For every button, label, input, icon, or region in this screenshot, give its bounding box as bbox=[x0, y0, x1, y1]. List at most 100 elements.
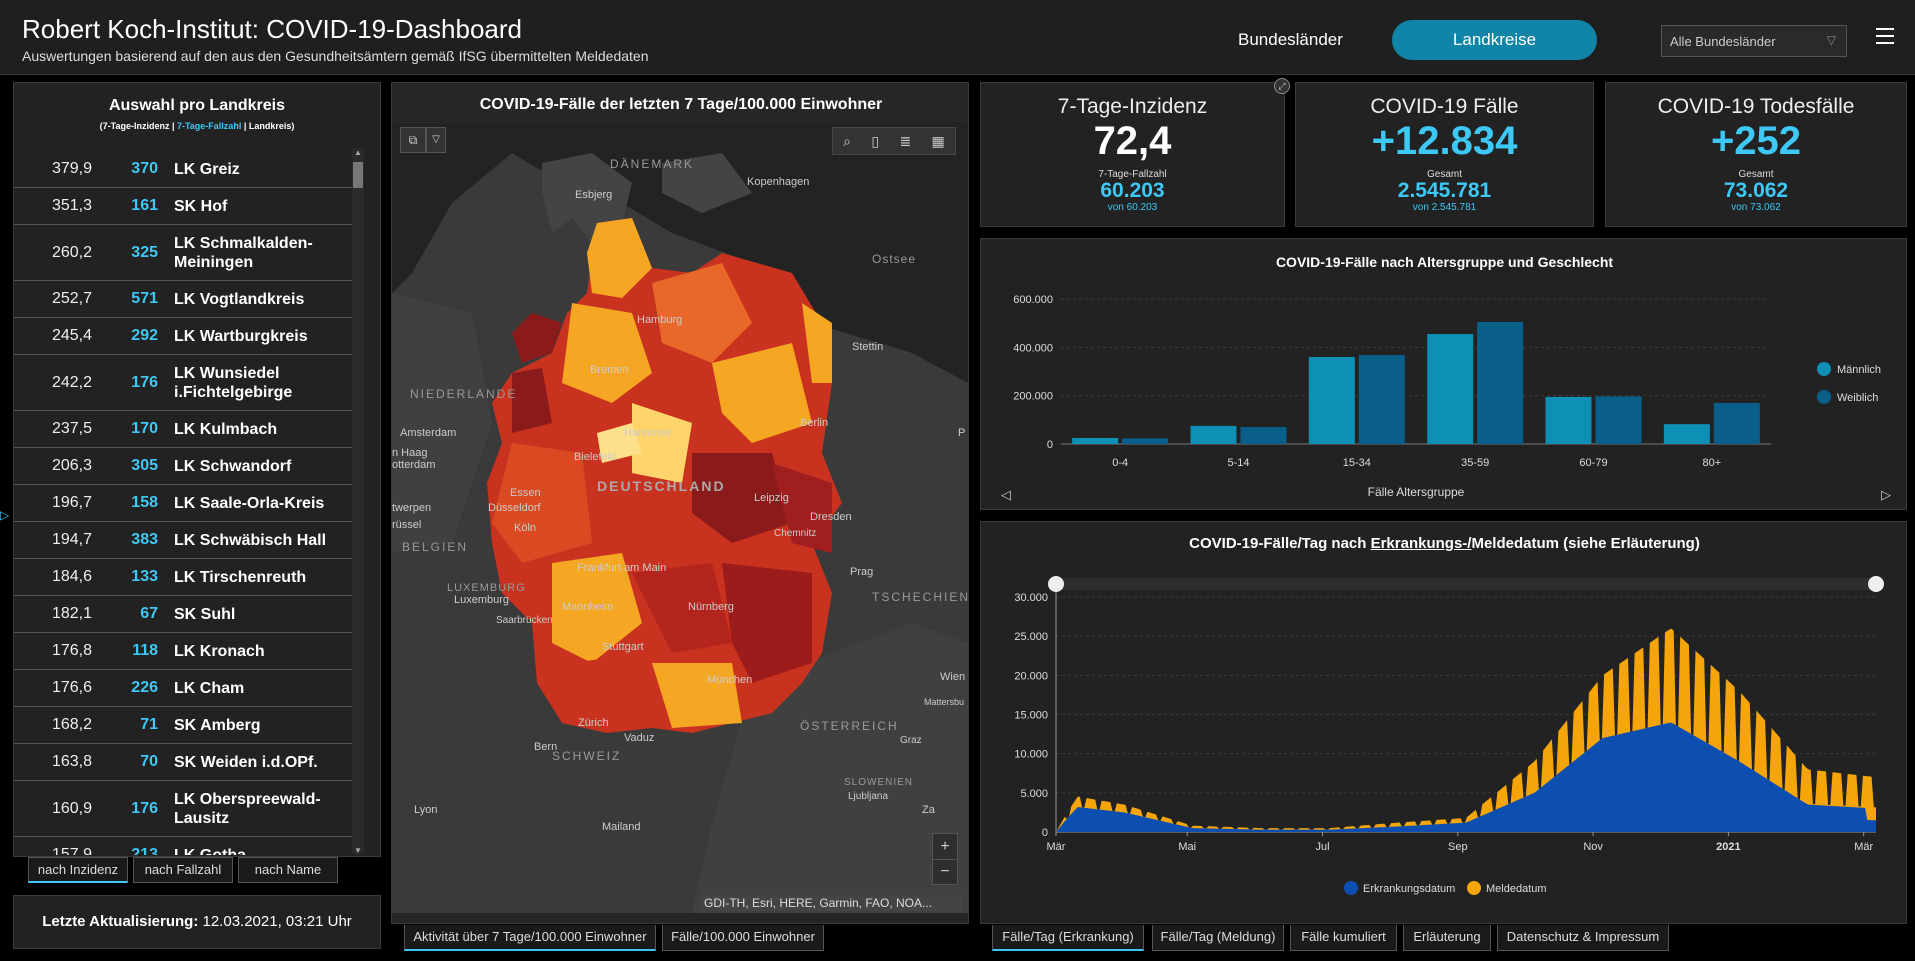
incidence-value: 237,5 bbox=[51, 420, 92, 437]
last-update-value: 12.03.2021, 03:21 Uhr bbox=[202, 913, 352, 930]
daily-cases-chart[interactable]: 0 5.000 10.000 15.000 20.000 25.000 30.000 Mär M… bbox=[981, 522, 1908, 925]
landkreis-name: LK Wartburgkreis bbox=[174, 327, 308, 345]
bar-weiblich bbox=[1122, 438, 1169, 444]
list-item[interactable]: 252,7 571 LK Vogtlandkreis bbox=[14, 281, 363, 318]
list-item[interactable]: 184,6 133 LK Tirschenreuth bbox=[14, 559, 363, 596]
list-item[interactable]: 194,7 383 LK Schwäbisch Hall bbox=[14, 522, 363, 559]
svg-text:Dresden: Dresden bbox=[810, 511, 852, 523]
case-count: 176 bbox=[131, 799, 158, 817]
erkrankungsdatum-area bbox=[1056, 722, 1876, 832]
map-tab-per-100k[interactable]: Fälle/100.000 Einwohner bbox=[662, 925, 824, 951]
list-item[interactable]: 242,2 176 LK Wunsiedel i.Fichtelgebirge bbox=[14, 355, 363, 411]
basemap-gallery-icon[interactable]: ▦ bbox=[931, 132, 945, 149]
legend-marker bbox=[1344, 881, 1358, 895]
landkreis-list[interactable]: 379,9 370 LK Greiz 351,3 161 SK Hof 260,2 325 LK… bbox=[14, 151, 364, 855]
list-item[interactable]: 176,6 226 LK Cham bbox=[14, 670, 363, 707]
left-edge-arrow-icon[interactable]: ▷ bbox=[0, 508, 10, 522]
bar-männlich bbox=[1427, 334, 1474, 444]
sort-by-inzidenz-tab[interactable]: nach Inzidenz bbox=[28, 857, 128, 883]
x-tick-label: 15-34 bbox=[1343, 457, 1371, 469]
svg-text:Luxemburg: Luxemburg bbox=[454, 594, 509, 606]
x-tick-label: Mär bbox=[1047, 841, 1066, 853]
map-attribution[interactable]: GDI-TH, Esri, HERE, Garmin, FAO, NOA... bbox=[700, 895, 962, 911]
case-count: 325 bbox=[131, 243, 158, 261]
bookmark-icon[interactable]: ▯ bbox=[871, 132, 880, 149]
svg-text:Hannover: Hannover bbox=[624, 427, 672, 439]
case-count: 70 bbox=[140, 753, 158, 770]
hamburger-menu-icon[interactable] bbox=[1876, 28, 1894, 49]
state-select[interactable]: Alle Bundesländer ▽ bbox=[1661, 25, 1847, 57]
list-item[interactable]: 206,3 305 LK Schwandorf bbox=[14, 448, 363, 485]
list-item[interactable]: 237,5 170 LK Kulmbach bbox=[14, 411, 363, 448]
select-dropdown-button[interactable]: ▽ bbox=[426, 127, 446, 153]
map-toolbar: ⌕ ▯ ≣ ▦ bbox=[832, 127, 956, 155]
svg-text:Wien: Wien bbox=[940, 671, 965, 683]
range-slider-track bbox=[1056, 578, 1876, 590]
list-item[interactable]: 157,9 213 LK Gotha bbox=[14, 837, 363, 855]
list-item[interactable]: 260,2 325 LK Schmalkalden-Meiningen bbox=[14, 225, 363, 281]
svg-text:n Haag: n Haag bbox=[392, 447, 427, 459]
incidence-value: 206,3 bbox=[51, 457, 92, 474]
x-tick-label: 60-79 bbox=[1579, 457, 1607, 469]
chart-tab-4[interactable]: Datenschutz & Impressum bbox=[1497, 925, 1669, 951]
svg-text:Köln: Köln bbox=[514, 522, 536, 534]
list-item[interactable]: 182,1 67 SK Suhl bbox=[14, 596, 363, 633]
expand-icon[interactable]: ⤢ bbox=[1274, 78, 1290, 94]
y-tick-label: 200.000 bbox=[1013, 391, 1053, 403]
nav-landkreise[interactable]: Landkreise bbox=[1392, 20, 1597, 60]
case-count: 71 bbox=[140, 716, 158, 733]
list-scrollbar[interactable]: ▲ ▼ bbox=[352, 148, 364, 855]
landkreis-name: LK Saale-Orla-Kreis bbox=[174, 494, 325, 512]
y-tick-label: 0 bbox=[1047, 439, 1053, 451]
list-item[interactable]: 196,7 158 LK Saale-Orla-Kreis bbox=[14, 485, 363, 522]
x-tick-label: Mai bbox=[1178, 841, 1196, 853]
list-item[interactable]: 163,8 70 SK Weiden i.d.OPf. bbox=[14, 744, 363, 781]
sort-by-fallzahl-tab[interactable]: nach Fallzahl bbox=[133, 857, 233, 883]
svg-text:TSCHECHIEN: TSCHECHIEN bbox=[872, 590, 968, 604]
svg-text:Esbjerg: Esbjerg bbox=[575, 189, 612, 201]
case-count: 571 bbox=[131, 290, 158, 307]
landkreis-name: LK Tirschenreuth bbox=[174, 568, 307, 586]
list-item[interactable]: 176,8 118 LK Kronach bbox=[14, 633, 363, 670]
svg-text:Lyon: Lyon bbox=[414, 804, 437, 816]
search-icon[interactable]: ⌕ bbox=[843, 132, 852, 149]
nav-bundeslaender[interactable]: Bundesländer bbox=[1238, 30, 1343, 49]
zoom-out-button[interactable]: − bbox=[940, 863, 950, 880]
svg-text:Leipzig: Leipzig bbox=[754, 492, 789, 504]
list-item[interactable]: 245,4 292 LK Wartburgkreis bbox=[14, 318, 363, 355]
age-bar-chart[interactable]: 0 200.000 400.000 600.000 0-4 5-14 15-34 35-59 6… bbox=[981, 239, 1908, 511]
bar-weiblich bbox=[1240, 427, 1287, 444]
list-item[interactable]: 351,3 161 SK Hof bbox=[14, 188, 363, 225]
timeseries-panel: COVID-19-Fälle/Tag nach Erkrankungs-/Mel… bbox=[980, 521, 1907, 924]
x-tick-label: Sep bbox=[1448, 841, 1468, 853]
map-tab-activity[interactable]: Aktivität über 7 Tage/100.000 Einwohner bbox=[404, 925, 656, 951]
state-select-value: Alle Bundesländer bbox=[1670, 34, 1776, 49]
landkreis-name: LK Wunsiedel i.Fichtelgebirge bbox=[174, 364, 293, 401]
list-item[interactable]: 168,2 71 SK Amberg bbox=[14, 707, 363, 744]
svg-text:Bern: Bern bbox=[534, 741, 557, 753]
svg-text:Chemnitz: Chemnitz bbox=[774, 528, 816, 539]
select-tool-button[interactable]: ⧉ bbox=[400, 127, 426, 153]
list-item[interactable]: 379,9 370 LK Greiz bbox=[14, 151, 363, 188]
erkrankungs-link[interactable]: Erkrankungs-/ bbox=[1370, 535, 1472, 552]
x-tick-label: 0-4 bbox=[1112, 457, 1128, 469]
list-item[interactable]: 160,9 176 LK Oberspreewald-Lausitz bbox=[14, 781, 363, 837]
sort-by-name-tab[interactable]: nach Name bbox=[238, 857, 338, 883]
incidence-value: 242,2 bbox=[51, 373, 92, 391]
chart-tab-3[interactable]: Erläuterung bbox=[1403, 925, 1491, 951]
map-canvas[interactable]: DÄNEMARK Kopenhagen Esbjerg Ostsee Hambu… bbox=[392, 123, 968, 913]
chart-next-arrow[interactable]: ▷ bbox=[1881, 487, 1891, 502]
chart-tab-0[interactable]: Fälle/Tag (Erkrankung) bbox=[992, 925, 1144, 951]
legend-list-icon[interactable]: ≣ bbox=[899, 132, 912, 149]
svg-text:Amsterdam: Amsterdam bbox=[400, 427, 456, 439]
legend-marker bbox=[1817, 390, 1831, 404]
chart-prev-arrow[interactable]: ◁ bbox=[1001, 487, 1011, 502]
incidence-value: 351,3 bbox=[51, 197, 92, 214]
germany-choropleth[interactable] bbox=[487, 218, 842, 733]
kpi-cases: COVID-19 Fälle +12.834 Gesamt 2.545.781 … bbox=[1295, 82, 1594, 227]
chart-tab-2[interactable]: Fälle kumuliert bbox=[1290, 925, 1397, 951]
zoom-in-button[interactable]: + bbox=[933, 834, 957, 860]
svg-text:Berlin: Berlin bbox=[800, 417, 828, 429]
chart-tab-1[interactable]: Fälle/Tag (Meldung) bbox=[1152, 925, 1284, 951]
x-axis-label: Fälle Altersgruppe bbox=[1368, 485, 1465, 499]
